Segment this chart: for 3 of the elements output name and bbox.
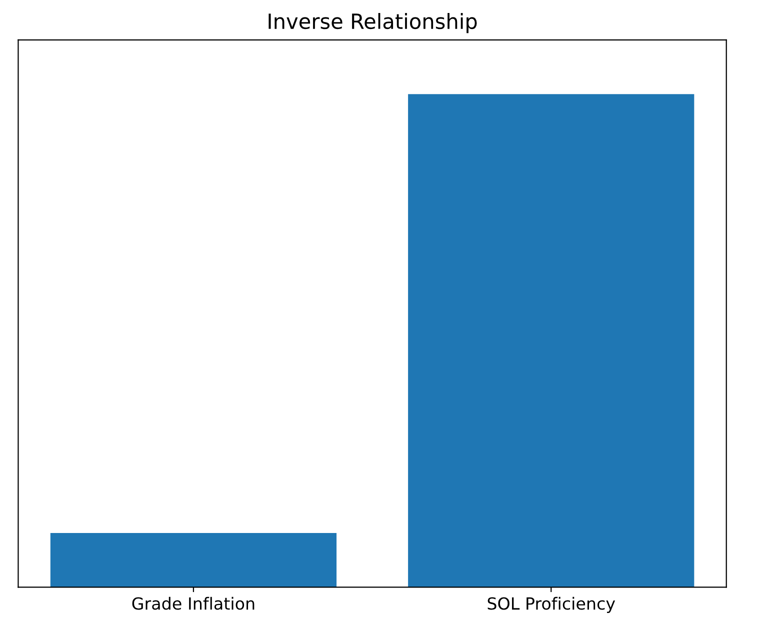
chart-title: Inverse Relationship: [268, 12, 477, 34]
x-tick-label: Grade Inflation: [132, 596, 254, 610]
x-tick-label: SOL Proficiency: [488, 596, 616, 614]
